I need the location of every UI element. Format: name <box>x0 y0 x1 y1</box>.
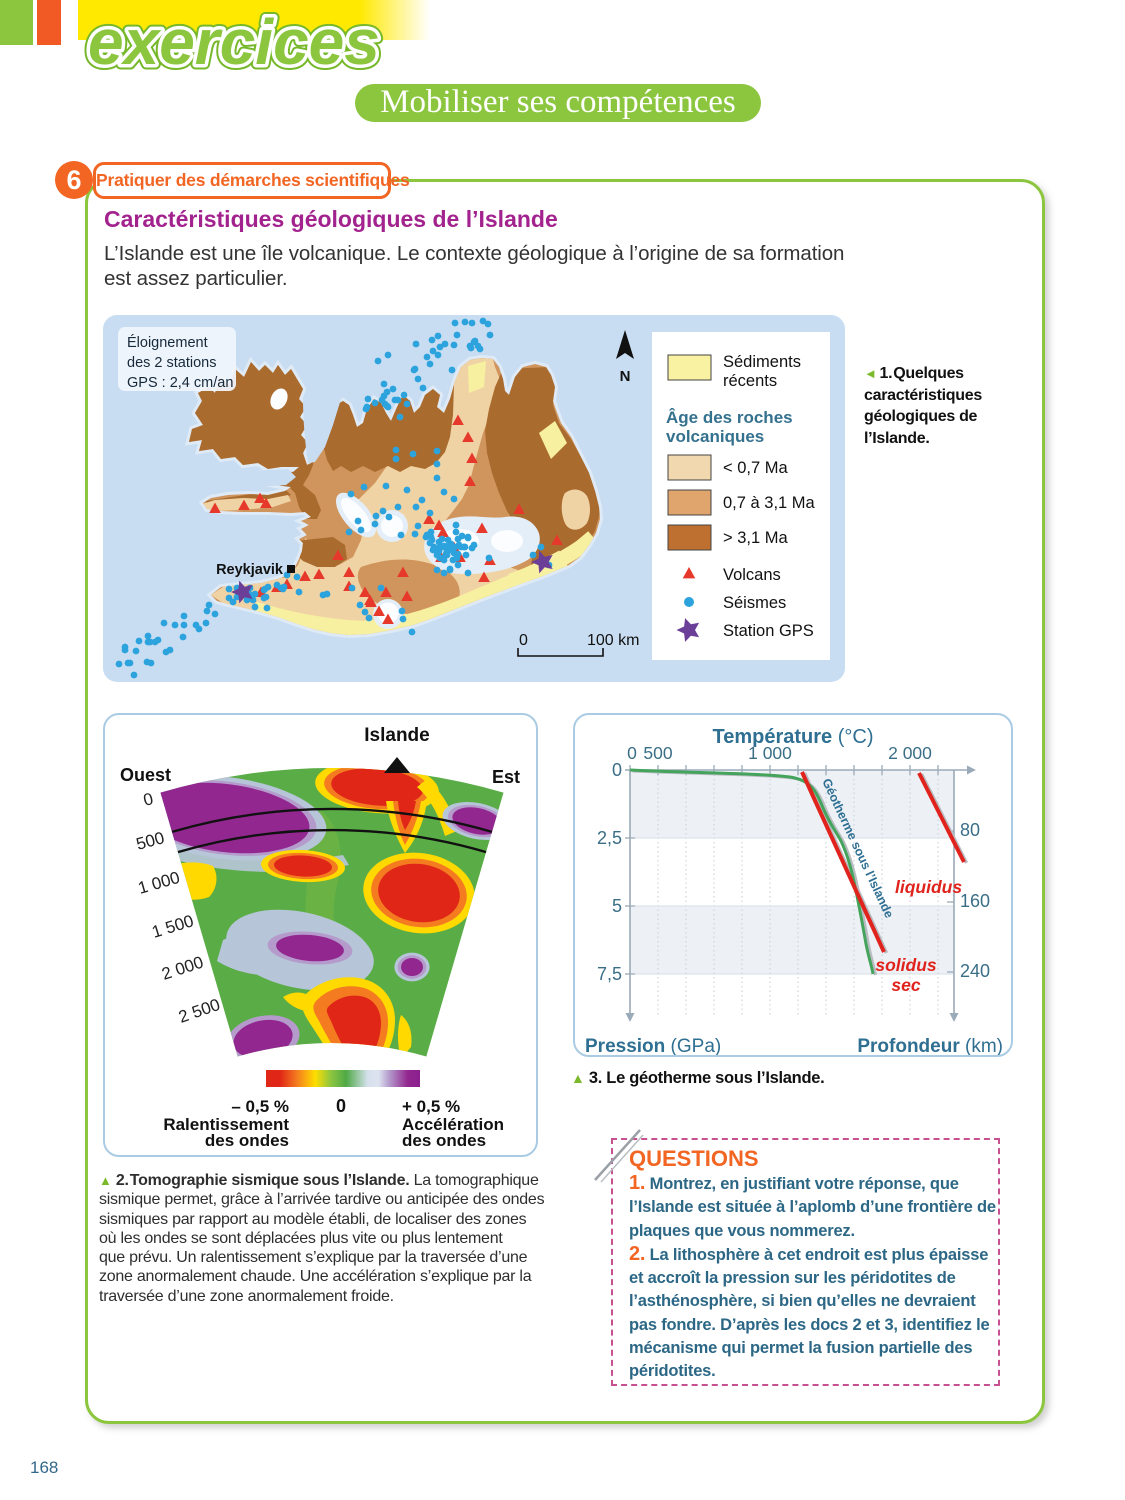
svg-text:500: 500 <box>134 828 166 854</box>
svg-text:récents: récents <box>723 372 777 390</box>
svg-text:5: 5 <box>612 896 622 916</box>
svg-text:1 500: 1 500 <box>150 911 196 942</box>
svg-text:0: 0 <box>612 760 622 780</box>
svg-text:Volcans: Volcans <box>723 566 781 584</box>
svg-text:160: 160 <box>960 891 990 911</box>
svg-text:0: 0 <box>336 1096 346 1116</box>
svg-text:2,5: 2,5 <box>597 828 622 848</box>
svg-text:< 0,7 Ma: < 0,7 Ma <box>723 459 788 477</box>
svg-text:Éloignement: Éloignement <box>127 334 208 351</box>
svg-text:liquidus: liquidus <box>895 877 962 897</box>
svg-text:> 3,1 Ma: > 3,1 Ma <box>723 529 788 547</box>
svg-text:2 000: 2 000 <box>159 953 205 984</box>
svg-text:des 2 stations: des 2 stations <box>127 355 216 371</box>
svg-text:N: N <box>620 368 631 385</box>
svg-text:des ondes: des ondes <box>205 1131 289 1150</box>
svg-text:Accélération: Accélération <box>402 1115 504 1134</box>
svg-text:Température (°C): Température (°C) <box>713 726 874 748</box>
svg-text:2 500: 2 500 <box>176 995 222 1027</box>
svg-text:500: 500 <box>643 743 672 763</box>
svg-text:0: 0 <box>141 789 155 810</box>
svg-text:80: 80 <box>960 820 980 840</box>
svg-text:sec: sec <box>891 975 920 995</box>
svg-text:solidus: solidus <box>875 955 937 975</box>
svg-text:100 km: 100 km <box>587 632 639 649</box>
svg-text:– 0,5 %: – 0,5 % <box>231 1097 289 1116</box>
svg-text:Est: Est <box>492 767 520 787</box>
svg-text:Reykjavik: Reykjavik <box>216 562 284 578</box>
svg-text:240: 240 <box>960 961 990 981</box>
svg-text:0: 0 <box>627 743 637 763</box>
svg-text:volcaniques: volcaniques <box>666 427 764 446</box>
svg-text:Âge des roches: Âge des roches <box>666 408 793 427</box>
svg-text:Islande: Islande <box>364 725 429 746</box>
svg-text:7,5: 7,5 <box>597 964 622 984</box>
svg-text:1 000: 1 000 <box>136 868 182 898</box>
svg-text:des ondes: des ondes <box>402 1131 486 1150</box>
svg-text:exercices: exercices <box>88 6 380 78</box>
svg-text:Station GPS: Station GPS <box>723 622 814 640</box>
svg-text:0,7 à 3,1 Ma: 0,7 à 3,1 Ma <box>723 494 816 512</box>
svg-text:Ouest: Ouest <box>120 765 171 785</box>
svg-text:exercices: exercices <box>88 6 380 78</box>
svg-text:1 000: 1 000 <box>748 743 792 763</box>
svg-text:2 000: 2 000 <box>888 743 932 763</box>
svg-text:GPS : 2,4 cm/an: GPS : 2,4 cm/an <box>127 375 233 391</box>
svg-text:exercices: exercices <box>88 6 380 78</box>
svg-text:+ 0,5 %: + 0,5 % <box>402 1097 460 1116</box>
svg-text:0: 0 <box>519 632 528 649</box>
svg-text:Pression (GPa): Pression (GPa) <box>585 1036 721 1055</box>
svg-text:Sédiments: Sédiments <box>723 353 801 371</box>
svg-text:Profondeur (km): Profondeur (km) <box>857 1036 1003 1055</box>
svg-text:Ralentissement: Ralentissement <box>163 1115 289 1134</box>
svg-text:Séismes: Séismes <box>723 594 786 612</box>
